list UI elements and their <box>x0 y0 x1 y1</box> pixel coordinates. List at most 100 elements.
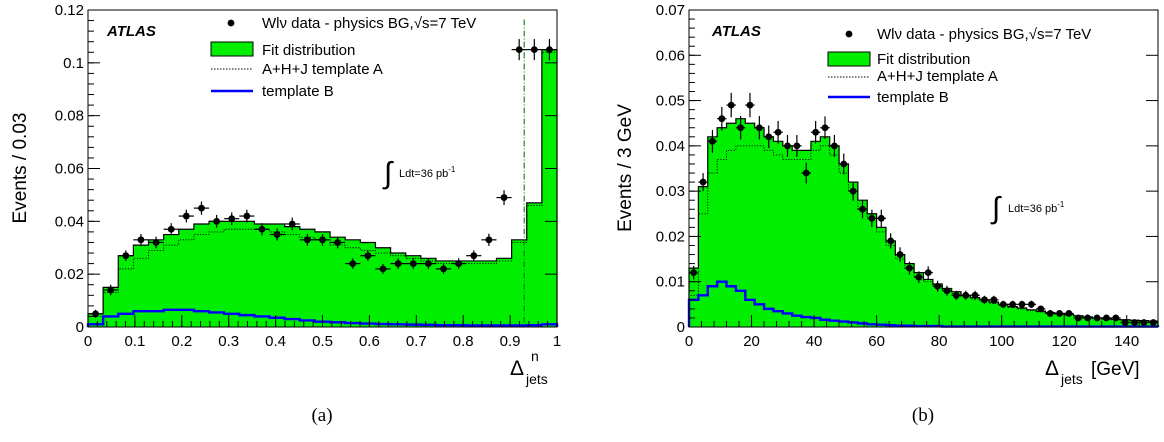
fit-bin-a-24 <box>451 260 467 327</box>
x-tick-label-b-2: 40 <box>806 333 823 350</box>
data-point-marker <box>273 231 281 238</box>
y-tick-label-b-0: 0 <box>677 319 685 336</box>
data-point-b-33 <box>998 300 1008 308</box>
fit-bin-a-26 <box>481 260 497 327</box>
data-point-marker <box>1103 314 1110 322</box>
fit-bin-b-9 <box>773 141 784 327</box>
data-point-marker <box>821 124 829 132</box>
fit-bin-b-28 <box>951 291 962 327</box>
data-point-b-20 <box>876 209 886 227</box>
fit-bin-b-27 <box>942 288 953 327</box>
data-point-marker <box>515 46 523 54</box>
data-point-b-41 <box>1073 314 1083 322</box>
fit-bin-b-2 <box>707 136 718 327</box>
data-point-a-15 <box>314 234 331 246</box>
fit-bin-b-26 <box>932 283 943 327</box>
data-point-a-6 <box>178 209 194 223</box>
data-point-b-43 <box>1092 314 1102 322</box>
data-point-b-31 <box>979 295 990 304</box>
x-tick-label-a-5: 0.5 <box>312 333 333 350</box>
template-a-line-b <box>688 145 1159 327</box>
x-tick-label-a-8: 0.8 <box>453 333 474 350</box>
data-point-marker <box>774 128 782 136</box>
fit-bin-b-35 <box>1017 307 1028 327</box>
data-point-marker <box>228 215 236 223</box>
data-point-a-12 <box>269 228 285 241</box>
data-point-a-8 <box>209 214 225 228</box>
data-point-marker <box>530 46 538 54</box>
lumi-text-a: Ldt=36 pb-1 <box>399 165 456 180</box>
data-point-b-24 <box>914 271 924 284</box>
y-tick-label-b-1: 0.01 <box>656 274 685 291</box>
fit-bin-b-21 <box>885 240 896 327</box>
fit-bin-b-1 <box>698 186 709 327</box>
x-tick-label-b-7: 140 <box>1114 333 1139 350</box>
data-point-marker <box>1009 300 1017 308</box>
legend-b: Wlν data - physics BG,√s=7 TeV Fit distr… <box>827 26 1091 106</box>
data-point-a-10 <box>239 209 255 223</box>
data-point-b-25 <box>923 266 933 279</box>
data-point-a-4 <box>148 236 164 249</box>
data-point-marker <box>1084 314 1092 322</box>
data-point-marker <box>840 160 848 168</box>
data-point-marker <box>152 239 160 246</box>
legend-template-a-label-b: A+H+J template A <box>877 68 998 85</box>
data-point-marker <box>198 204 205 212</box>
data-point-a-7 <box>193 201 210 215</box>
data-point-a-5 <box>163 223 179 236</box>
fit-bin-b-30 <box>970 297 981 327</box>
data-point-marker <box>868 214 876 222</box>
data-point-marker <box>1149 319 1157 326</box>
legend-a: Wlν data - physics BG,√s=7 TeV Fit distr… <box>210 15 476 100</box>
caption-a: (a) <box>311 405 333 426</box>
data-point-marker <box>896 251 904 258</box>
x-title-main-a: Δ <box>510 357 524 380</box>
data-point-b-8 <box>764 125 774 149</box>
data-point-marker <box>830 142 838 150</box>
x-tick-label-a-2: 0.2 <box>171 333 192 350</box>
data-point-a-2 <box>118 250 134 261</box>
fit-bin-a-13 <box>284 226 301 327</box>
data-point-a-20 <box>390 258 406 269</box>
data-point-marker <box>167 225 175 233</box>
fit-bin-a-5 <box>163 234 180 327</box>
data-point-b-48 <box>1139 319 1149 326</box>
fit-bin-a-25 <box>466 260 482 327</box>
fit-bin-b-36 <box>1026 309 1037 327</box>
fit-bin-a-30 <box>541 49 558 327</box>
fit-bin-a-12 <box>269 223 286 327</box>
data-point-a-18 <box>360 250 376 261</box>
y-tick-label-a-4: 0.08 <box>55 108 84 125</box>
fit-bin-b-7 <box>754 127 765 327</box>
data-point-b-4 <box>726 92 736 118</box>
data-point-b-1 <box>698 173 708 192</box>
integral-sign-b: ∫ <box>990 192 1002 225</box>
data-point-marker <box>699 178 707 186</box>
data-point-marker <box>303 236 311 244</box>
fit-bin-b-18 <box>857 200 868 327</box>
data-point-a-16 <box>330 236 346 249</box>
data-point-marker <box>737 124 744 132</box>
legend-data-label-a: Wlν data - physics BG,√s=7 TeV <box>262 15 476 32</box>
data-point-b-7 <box>754 115 765 140</box>
data-point-marker <box>812 128 820 136</box>
x-tick-label-b-4: 80 <box>931 333 948 350</box>
data-point-b-13 <box>810 120 821 144</box>
data-point-a-27 <box>496 190 512 205</box>
y-tick-label-b-2: 0.02 <box>656 228 685 245</box>
fit-bin-b-13 <box>810 141 821 327</box>
fit-bin-b-10 <box>782 145 793 327</box>
legend-fit-label-b: Fit distribution <box>877 51 970 68</box>
x-tick-label-a-9: 0.9 <box>500 333 521 350</box>
integral-sign-a: ∫ <box>382 157 394 190</box>
data-point-marker <box>485 236 493 244</box>
data-point-b-45 <box>1111 314 1121 322</box>
x-title-after-b: [GeV] <box>1091 359 1140 380</box>
data-point-marker <box>500 194 508 201</box>
fit-bin-b-34 <box>1007 306 1018 327</box>
data-point-marker <box>1046 310 1054 317</box>
data-point-marker <box>288 220 296 228</box>
y-tick-label-b-3: 0.03 <box>656 183 685 200</box>
fit-bin-b-19 <box>867 213 877 327</box>
legend-template-b-label-a: template B <box>262 83 334 100</box>
